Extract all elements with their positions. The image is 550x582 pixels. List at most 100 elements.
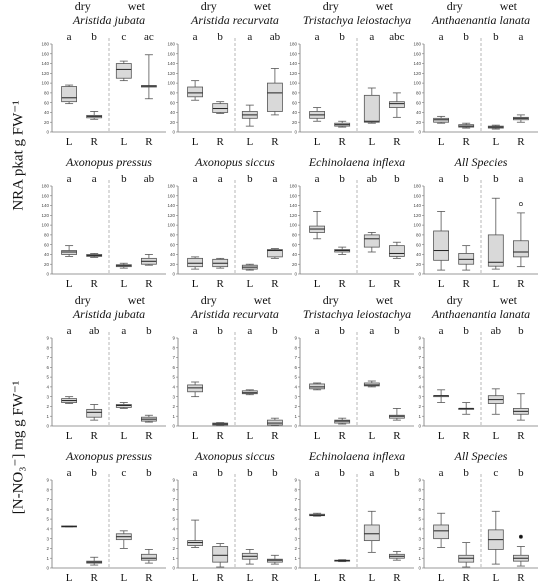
significance-letter: a (218, 173, 223, 185)
category-label-l: L (192, 278, 199, 290)
y-tick-label: 6 (418, 365, 421, 370)
y-tick-label: 160 (41, 51, 49, 56)
significance-letter: b (91, 31, 97, 43)
significance-letter: a (247, 325, 252, 337)
panel-title-aristida-jubata-nra: Aristida jubata (72, 13, 145, 27)
condition-label-dry: dry (447, 0, 463, 13)
y-tick-label: 2 (172, 546, 175, 551)
y-tick-label: 9 (418, 336, 421, 341)
category-label-l: L (246, 572, 253, 582)
box-l-dry (433, 524, 450, 540)
condition-label-wet: wet (376, 293, 394, 307)
category-label-l: L (368, 430, 375, 442)
y-tick-label: 3 (294, 394, 297, 399)
category-label-r: R (271, 278, 279, 290)
significance-letter: a (369, 467, 374, 479)
y-tick-label: 40 (292, 252, 298, 257)
y-tick-label: 140 (413, 61, 421, 66)
y-tick-label: 120 (167, 213, 175, 218)
significance-letter: b (518, 325, 524, 337)
significance-letter: a (193, 325, 198, 337)
significance-letter: b (463, 31, 469, 43)
y-tick-label: 1 (46, 556, 49, 561)
category-label-l: L (438, 430, 445, 442)
category-label-l: L (66, 572, 73, 582)
y-tick-label: 6 (172, 507, 175, 512)
category-label-l: L (492, 136, 499, 148)
y-tick-label: 2 (418, 404, 421, 409)
y-tick-label: 100 (413, 81, 421, 86)
category-label-r: R (393, 430, 401, 442)
box-l-dry (187, 257, 204, 268)
y-tick-label: 40 (416, 252, 422, 257)
box-l-wet (363, 524, 380, 542)
y-tick-label: 140 (41, 203, 49, 208)
y-tick-label: 6 (294, 507, 297, 512)
category-label-r: R (463, 136, 471, 148)
significance-letter: b (272, 467, 278, 479)
y-tick-label: 140 (167, 203, 175, 208)
y-tick-label: 40 (292, 110, 298, 115)
y-tick-label: 80 (44, 90, 50, 95)
panel-title-aristida-jubata-no3: Aristida jubata (72, 307, 145, 321)
significance-letter: b (339, 325, 345, 337)
significance-letter: a (439, 467, 444, 479)
category-label-l: L (246, 136, 253, 148)
category-label-r: R (145, 572, 153, 582)
category-label-r: R (217, 136, 225, 148)
significance-letter: a (121, 325, 126, 337)
category-label-r: R (517, 136, 525, 148)
y-tick-label: 80 (416, 232, 422, 237)
significance-letter: b (463, 173, 469, 185)
box-r-wet (388, 101, 405, 108)
condition-label-dry: dry (201, 0, 217, 13)
significance-letter: a (315, 467, 320, 479)
significance-letter: b (463, 467, 469, 479)
category-label-l: L (66, 430, 73, 442)
category-label-r: R (339, 572, 347, 582)
y-tick-label: 160 (167, 51, 175, 56)
y-tick-label: 100 (413, 223, 421, 228)
category-label-l: L (120, 572, 127, 582)
y-tick-label: 3 (418, 394, 421, 399)
y-tick-label: 3 (172, 394, 175, 399)
category-label-l: L (246, 430, 253, 442)
significance-letter: b (121, 173, 127, 185)
y-tick-label: 0 (172, 130, 175, 135)
category-label-r: R (91, 278, 99, 290)
y-tick-label: 100 (167, 223, 175, 228)
category-label-l: L (66, 136, 73, 148)
significance-letter: b (339, 173, 345, 185)
significance-letter: a (193, 31, 198, 43)
y-tick-label: 100 (167, 81, 175, 86)
y-tick-label: 5 (418, 375, 421, 380)
y-tick-label: 20 (416, 120, 422, 125)
y-tick-label: 7 (294, 355, 297, 360)
y-tick-label: 5 (294, 517, 297, 522)
y-tick-label: 5 (172, 517, 175, 522)
y-tick-label: 1 (294, 556, 297, 561)
y-tick-label: 7 (172, 355, 175, 360)
condition-label-dry: dry (75, 0, 91, 13)
category-label-r: R (145, 430, 153, 442)
y-tick-label: 60 (170, 100, 176, 105)
y-tick-label: 180 (167, 184, 175, 189)
y-tick-label: 0 (172, 566, 175, 571)
category-label-r: R (271, 430, 279, 442)
box-r-wet (513, 240, 529, 258)
y-tick-label: 160 (167, 193, 175, 198)
y-tick-label: 5 (418, 517, 421, 522)
y-tick-label: 6 (418, 507, 421, 512)
panel-title-axonopus-pressus-nra: Axonopus pressus (65, 155, 152, 169)
y-tick-label: 120 (167, 71, 175, 76)
significance-letter: c (493, 467, 498, 479)
significance-letter: ab (491, 325, 502, 337)
y-tick-label: 60 (292, 100, 298, 105)
significance-letter: b (217, 467, 223, 479)
y-tick-label: 0 (46, 272, 49, 277)
y-tick-label: 100 (41, 81, 49, 86)
category-label-r: R (145, 278, 153, 290)
category-label-l: L (492, 572, 499, 582)
panel-title-echinolaena-inflexa-no3: Echinolaena inflexa (308, 449, 405, 463)
y-tick-label: 4 (418, 526, 421, 531)
